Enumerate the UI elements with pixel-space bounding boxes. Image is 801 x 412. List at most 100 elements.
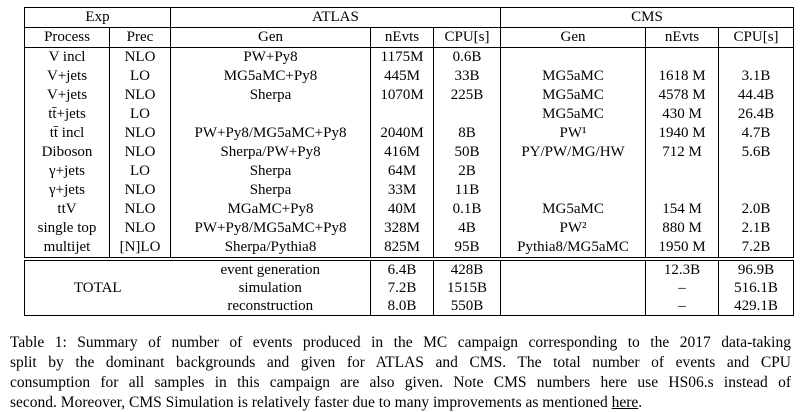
table-row: ttV NLO MGaMC+Py8 40M 0.1B MG5aMC 154 M 2.0B xyxy=(24,200,795,219)
total-cms-cpu: 516.1B xyxy=(718,279,794,297)
here-link[interactable]: here xyxy=(611,394,639,411)
table-cell: 4578 M xyxy=(645,86,720,105)
total-atlas-nevts: 6.4B xyxy=(370,260,434,279)
caption-text-before-link: second. Moreover, CMS Simulation is rela… xyxy=(10,394,612,411)
table-cell: Sherpa xyxy=(170,181,372,200)
table-cell: NLO xyxy=(108,86,172,105)
caption-line-3: consumption for all samples in this camp… xyxy=(10,374,791,391)
table-cell: 4B xyxy=(433,219,502,238)
table-cell xyxy=(500,47,647,67)
total-atlas-nevts: 7.2B xyxy=(370,279,434,297)
total-stage: simulation xyxy=(238,280,302,296)
table-cell xyxy=(645,47,720,67)
table-cell: 1940 M xyxy=(645,124,720,143)
column-header-process: Process xyxy=(24,27,110,48)
table-cell: Sherpa xyxy=(170,162,372,181)
table-cell: Sherpa/PW+Py8 xyxy=(170,143,372,162)
table-cell: γ+jets xyxy=(24,181,110,200)
caption-line-2: split by the dominant backgrounds and gi… xyxy=(10,354,791,371)
table-cell: LO xyxy=(108,105,172,124)
table-row: V+jets LO MG5aMC+Py8 445M 33B MG5aMC 1618 M 3.1… xyxy=(24,67,795,86)
table-row: V+jets NLO Sherpa 1070M 225B MG5aMC 4578 M 44.4… xyxy=(24,86,795,105)
table-cell xyxy=(170,105,372,124)
table-cell: 33B xyxy=(433,67,502,86)
table-cell: 2.1B xyxy=(718,219,795,238)
table-cell: 2B xyxy=(433,162,502,181)
table-cell: Diboson xyxy=(24,143,110,162)
total-row: simulation 7.2B 1515B – 516.1B xyxy=(25,279,794,297)
total-stage: event generation xyxy=(220,262,321,278)
table-cell: 50B xyxy=(433,143,502,162)
column-header-row: Process Prec Gen nEvts CPU[s] Gen nEvts … xyxy=(24,27,795,48)
table-cell: LO xyxy=(108,162,172,181)
table-cell: 430 M xyxy=(645,105,720,124)
table-body: V incl NLO PW+Py8 1175M 0.6B V+jets LO MG5aMC+P… xyxy=(24,47,795,258)
table-cell: 2.0B xyxy=(718,200,795,219)
table-cell: single top xyxy=(24,219,110,238)
table-cell: V+jets xyxy=(24,86,110,105)
table-cell: NLO xyxy=(108,219,172,238)
caption-line-1: Table 1: Summary of number of events pro… xyxy=(10,334,791,351)
table-cell: MG5aMC xyxy=(500,67,647,86)
table-cell: 225B xyxy=(433,86,502,105)
table-cell: 44.4B xyxy=(718,86,795,105)
total-stage: reconstruction xyxy=(227,298,314,314)
table-cell: 1618 M xyxy=(645,67,720,86)
total-cms-nevts: – xyxy=(645,297,719,316)
table-cell: V incl xyxy=(24,47,110,67)
table-cell: NLO xyxy=(108,47,172,67)
table-cell: NLO xyxy=(108,124,172,143)
table-cell: PW+Py8/MG5aMC+Py8 xyxy=(170,219,372,238)
mc-campaign-table: Exp ATLAS CMS Process Prec Gen nEvts CPU… xyxy=(23,7,795,258)
table-cell: 712 M xyxy=(645,143,720,162)
table-cell xyxy=(645,162,720,181)
total-row: reconstruction 8.0B 550B – 429.1B xyxy=(25,297,794,316)
table-cell: 11B xyxy=(433,181,502,200)
table-cell: Pythia8/MG5aMC xyxy=(500,238,647,258)
column-header-cms-cpu: CPU[s] xyxy=(718,27,795,48)
table-row: tt̄ incl NLO PW+Py8/MG5aMC+Py8 2040M 8B PW¹ 19… xyxy=(24,124,795,143)
table-cell: 3.1B xyxy=(718,67,795,86)
total-atlas-nevts: 8.0B xyxy=(370,297,434,316)
table-cell: NLO xyxy=(108,200,172,219)
table-cell: 7.2B xyxy=(718,238,795,258)
table-cell: Sherpa xyxy=(170,86,372,105)
table-cell: tt̄ incl xyxy=(24,124,110,143)
table-cell: 4.7B xyxy=(718,124,795,143)
table-cell xyxy=(433,105,502,124)
table-cell: 825M xyxy=(370,238,435,258)
table-row: γ+jets NLO Sherpa 33M 11B xyxy=(24,181,795,200)
table-cell: 0.6B xyxy=(433,47,502,67)
total-label: TOTAL xyxy=(73,280,122,296)
table-row: single top NLO PW+Py8/MG5aMC+Py8 328M 4B PW² 8… xyxy=(24,219,795,238)
table-cell: ttV xyxy=(24,200,110,219)
table-cell xyxy=(500,162,647,181)
table-row: multijet [N]LO Sherpa/Pythia8 825M 95B Pythia… xyxy=(24,238,795,258)
table-row: V incl NLO PW+Py8 1175M 0.6B xyxy=(24,47,795,67)
exp-group-header: Exp xyxy=(23,7,172,28)
total-row: TOTAL event generation 6.4B 428B 12.3B 9… xyxy=(25,260,794,296)
table-cell: 1950 M xyxy=(645,238,720,258)
total-atlas-cpu: 550B xyxy=(433,297,501,316)
table-cell: multijet xyxy=(24,238,110,258)
table-cell: PW¹ xyxy=(500,124,647,143)
cms-group-header: CMS xyxy=(500,7,795,28)
table-cell xyxy=(718,162,795,181)
table-cell: 95B xyxy=(433,238,502,258)
table-cell: MG5aMC xyxy=(500,105,647,124)
table-cell: 328M xyxy=(370,219,435,238)
table-cell: MGaMC+Py8 xyxy=(170,200,372,219)
table-row: γ+jets LO Sherpa 64M 2B xyxy=(24,162,795,181)
table-cell: 880 M xyxy=(645,219,720,238)
table-cell: PY/PW/MG/HW xyxy=(500,143,647,162)
table-cell: NLO xyxy=(108,181,172,200)
total-cms-gen xyxy=(500,279,646,297)
total-cms-gen xyxy=(500,297,646,316)
table-cell: 8B xyxy=(433,124,502,143)
table-cell: 1175M xyxy=(370,47,435,67)
table-cell: MG5aMC xyxy=(500,86,647,105)
table-cell: PW² xyxy=(500,219,647,238)
table-cell: NLO xyxy=(108,143,172,162)
table-cell: 154 M xyxy=(645,200,720,219)
table-cell: PW+Py8/MG5aMC+Py8 xyxy=(170,124,372,143)
